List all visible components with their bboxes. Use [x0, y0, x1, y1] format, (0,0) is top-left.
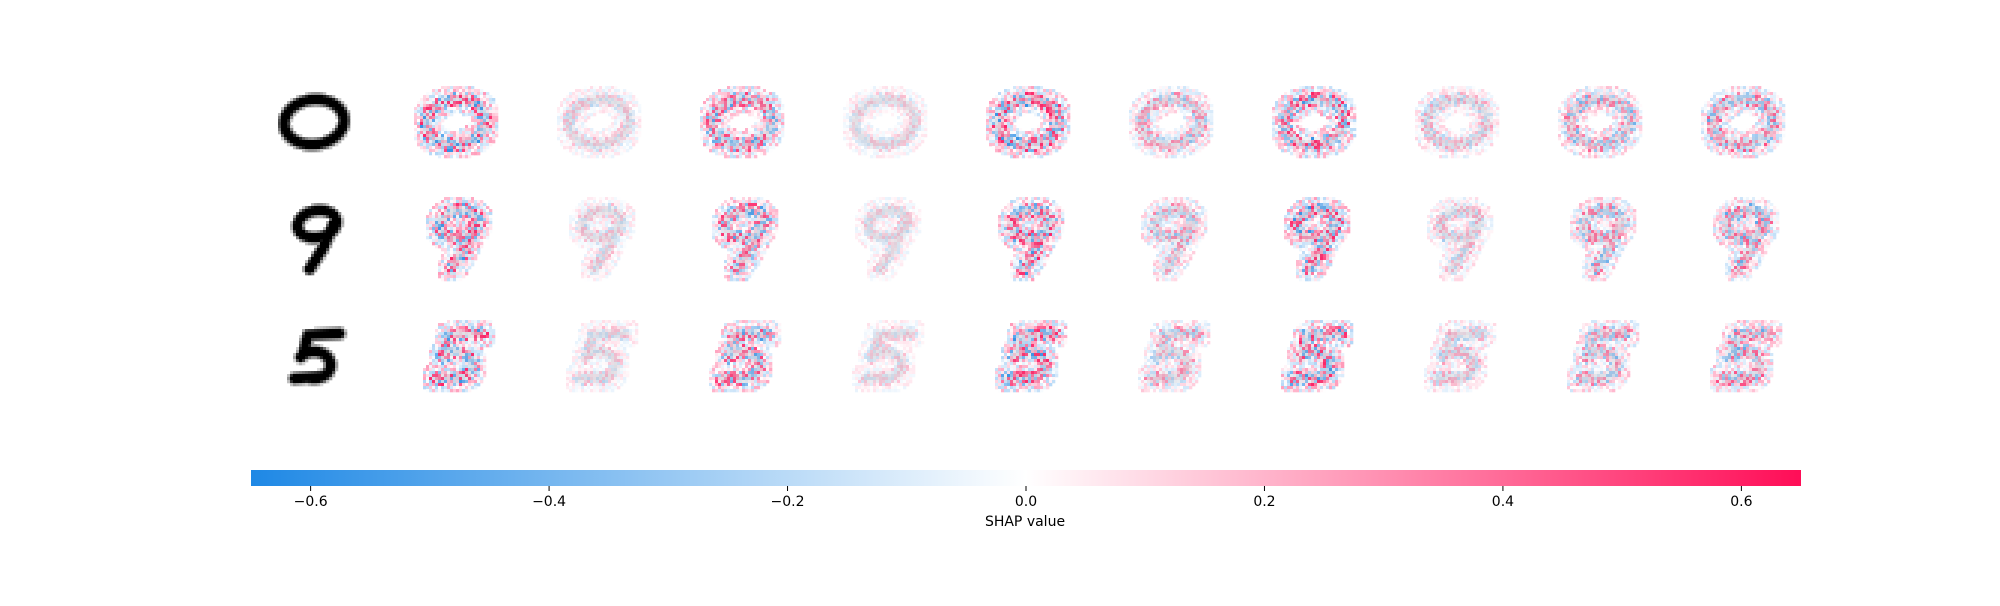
colorbar-tick-label: 0.2	[1253, 494, 1275, 510]
input-digit-image	[287, 326, 347, 386]
shap-heatmap-panel	[1567, 320, 1639, 392]
shap-heatmap-panel	[1558, 86, 1642, 158]
colorbar: −0.6 −0.4 −0.2 0.0 0.2 0.4 0.6 SHAP value	[251, 470, 1801, 530]
shap-heatmap-panel	[998, 197, 1064, 281]
shap-heatmap-panel	[1138, 320, 1210, 392]
image-row-digit-0	[278, 86, 1785, 158]
shap-heatmap-panel	[852, 320, 924, 392]
shap-heatmap-panel	[855, 197, 921, 281]
colorbar-tick-label: −0.4	[532, 494, 566, 510]
shap-heatmap-panel	[986, 86, 1070, 158]
shap-heatmap-panel	[1701, 86, 1785, 158]
shap-heatmap-panel	[995, 320, 1067, 392]
shap-heatmap-panel	[557, 86, 641, 158]
colorbar-tick-label: 0.4	[1492, 494, 1514, 510]
colorbar-tick-label: −0.6	[294, 494, 328, 510]
colorbar-tick-label: 0.6	[1730, 494, 1752, 510]
shap-heatmap-panel	[843, 86, 927, 158]
shap-heatmap-panel	[426, 197, 492, 281]
shap-heatmap-panel	[1424, 320, 1496, 392]
shap-heatmap-panel	[700, 86, 784, 158]
shap-heatmap-panel	[712, 197, 778, 281]
colorbar-gradient	[251, 470, 1801, 486]
colorbar-label: SHAP value	[985, 514, 1065, 530]
input-digit-image	[290, 203, 344, 275]
shap-heatmap-panel	[414, 86, 498, 158]
shap-heatmap-panel	[1710, 320, 1782, 392]
shap-heatmap-panel	[1281, 320, 1353, 392]
shap-heatmap-panel	[1415, 86, 1499, 158]
colorbar-tick-label: −0.2	[771, 494, 805, 510]
shap-heatmap-panel	[1141, 197, 1207, 281]
colorbar-tick-label: 0.0	[1015, 494, 1037, 510]
shap-heatmap-panel	[1570, 197, 1636, 281]
shap-heatmap-panel	[1129, 86, 1213, 158]
shap-heatmap-panel	[566, 320, 638, 392]
shap-heatmap-panel	[569, 197, 635, 281]
input-digit-image	[278, 92, 350, 152]
image-row-digit-5	[287, 320, 1782, 392]
shap-heatmap-panel	[1272, 86, 1356, 158]
image-grid	[278, 86, 1785, 392]
image-row-digit-9	[290, 197, 1779, 281]
shap-heatmap-panel	[1713, 197, 1779, 281]
shap-heatmap-panel	[1284, 197, 1350, 281]
shap-heatmap-panel	[423, 320, 495, 392]
colorbar-ticks: −0.6 −0.4 −0.2 0.0 0.2 0.4 0.6	[294, 486, 1753, 510]
shap-heatmap-panel	[1427, 197, 1493, 281]
shap-heatmap-panel	[709, 320, 781, 392]
